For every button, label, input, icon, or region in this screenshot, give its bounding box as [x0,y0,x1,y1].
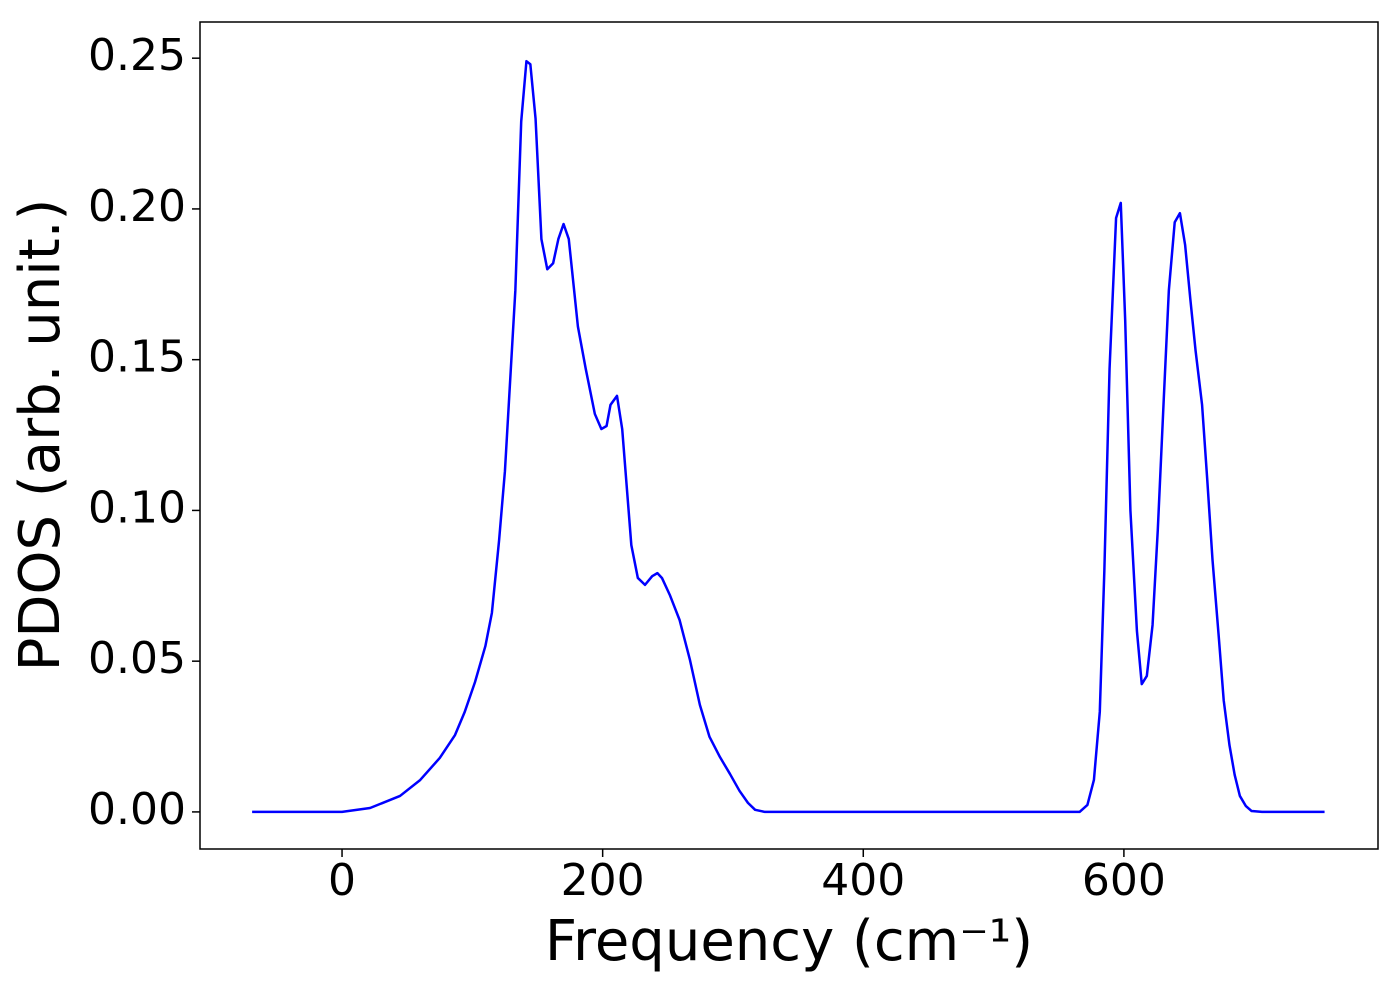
x-tick-label: 0 [328,855,356,906]
y-tick-label: 0.20 [88,181,186,232]
x-tick-label: 600 [1082,855,1166,906]
y-tick-label: 0.10 [88,482,186,533]
x-axis-label: Frequency (cm⁻¹) [545,909,1033,974]
y-tick-label: 0.00 [88,784,186,835]
x-tick-label: 400 [821,855,905,906]
y-axis-label: PDOS (arb. unit.) [8,199,73,672]
plot-frame [199,21,1379,850]
y-tick-label: 0.25 [88,30,186,81]
data-line [252,59,1325,814]
x-tick-label: 200 [561,855,645,906]
y-tick-label: 0.15 [88,332,186,383]
y-tick-label: 0.05 [88,633,186,684]
